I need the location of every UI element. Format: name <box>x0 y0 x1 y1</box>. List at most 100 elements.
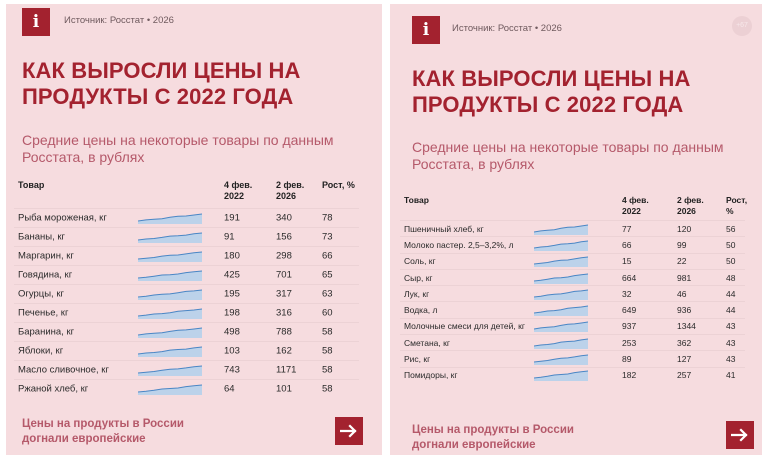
sparkline-area <box>534 257 588 268</box>
price-sparkline <box>138 270 202 281</box>
growth-percent: 78 <box>322 212 333 224</box>
table-row: Пшеничный хлеб, кг 77 120 56 <box>400 220 745 236</box>
price-2026: 788 <box>276 326 292 338</box>
growth-percent: 43 <box>726 321 736 332</box>
sparkline-area <box>534 355 588 366</box>
next-button[interactable] <box>335 417 363 445</box>
price-2022: 498 <box>224 326 240 338</box>
table-row: Ржаной хлеб, кг 64 101 58 <box>14 379 359 398</box>
source-label: Источник: Росстат • 2026 <box>64 15 174 26</box>
sparkline-area <box>138 309 202 319</box>
header-name: Товар <box>404 195 429 205</box>
price-2026: 1171 <box>276 364 297 376</box>
table-row: Водка, л 649 936 44 <box>400 301 745 317</box>
table-header: Товар 4 фев. 2022 2 фев. 2026 Рост, % <box>400 191 748 220</box>
growth-percent: 43 <box>726 354 736 365</box>
price-sparkline <box>534 240 588 251</box>
growth-percent: 50 <box>726 239 736 250</box>
price-sparkline <box>534 224 588 235</box>
sparkline-line <box>138 251 202 260</box>
sparkline-line <box>138 384 202 393</box>
price-2022: 64 <box>224 383 235 395</box>
growth-percent: 58 <box>322 364 333 376</box>
growth-percent: 56 <box>726 223 736 234</box>
sparkline-line <box>138 270 202 279</box>
product-name: Рис, кг <box>404 354 431 365</box>
header-date-2022: 4 фев. 2022 <box>224 180 253 201</box>
footer-link[interactable]: Цены на продукты в России догнали европе… <box>22 418 184 445</box>
sparkline-line <box>138 346 202 355</box>
counter-badge: +67 <box>732 16 752 36</box>
table-body: Рыба мороженая, кг 191 340 78 Бананы, кг 91 15… <box>14 208 359 398</box>
table-row: Масло сливочное, кг 743 1171 58 <box>14 360 359 379</box>
price-sparkline <box>138 365 202 376</box>
product-name: Молоко пастер. 2,5–3,2%, л <box>404 239 514 250</box>
table-row: Печенье, кг 198 316 60 <box>14 303 359 322</box>
table-row: Молоко пастер. 2,5–3,2%, л 66 99 50 <box>400 236 745 252</box>
sparkline-area <box>534 273 588 284</box>
price-sparkline <box>138 251 202 262</box>
price-2022: 66 <box>622 239 632 250</box>
table-row: Огурцы, кг 195 317 63 <box>14 284 359 303</box>
product-name: Сметана, кг <box>404 337 450 348</box>
price-2026: 101 <box>276 383 292 395</box>
table-row: Маргарин, кг 180 298 66 <box>14 246 359 265</box>
growth-percent: 73 <box>322 231 333 243</box>
price-table: Товар 4 фев. 2022 2 фев. 2026 Рост, % Пш… <box>400 191 748 383</box>
price-2022: 15 <box>622 256 632 267</box>
logo-icon: i <box>412 16 440 44</box>
price-table: Товар 4 фев. 2022 2 фев. 2026 Рост, % Ры… <box>14 176 359 398</box>
sparkline-line <box>138 232 202 241</box>
product-name: Огурцы, кг <box>18 288 64 300</box>
growth-percent: 66 <box>322 250 333 262</box>
growth-percent: 43 <box>726 337 736 348</box>
header-date-2026: 2 фев. 2026 <box>677 195 704 216</box>
growth-percent: 44 <box>726 288 736 299</box>
sparkline-line <box>534 273 588 282</box>
price-2026: 317 <box>276 288 292 300</box>
sparkline-area <box>138 328 202 338</box>
page-subtitle: Средние цены на некоторые товары по данн… <box>412 139 724 172</box>
sparkline-area <box>138 271 202 281</box>
footer-link[interactable]: Цены на продукты в России догнали европе… <box>412 424 574 451</box>
growth-percent: 65 <box>322 269 333 281</box>
header-growth: Рост, % <box>726 195 748 216</box>
table-row: Сыр, кг 664 981 48 <box>400 268 745 285</box>
sparkline-area <box>138 366 202 376</box>
header-date-2022: 4 фев. 2022 <box>622 195 649 216</box>
table-row: Молочные смеси для детей, кг 937 1344 43 <box>400 317 745 334</box>
price-2026: 701 <box>276 269 292 281</box>
arrow-right-icon <box>731 428 748 442</box>
growth-percent: 58 <box>322 383 333 395</box>
arrow-right-icon <box>340 424 357 438</box>
source-label: Источник: Росстат • 2026 <box>452 23 562 34</box>
sparkline-line <box>138 308 202 317</box>
price-2022: 91 <box>224 231 235 243</box>
product-name: Пшеничный хлеб, кг <box>404 223 484 234</box>
sparkline-line <box>534 224 588 233</box>
price-2026: 22 <box>677 256 687 267</box>
price-2026: 298 <box>276 250 292 262</box>
product-name: Масло сливочное, кг <box>18 364 109 376</box>
page-title: КАК ВЫРОСЛИ ЦЕНЫ НА ПРОДУКТЫ С 2022 ГОДА <box>412 66 691 117</box>
price-2022: 89 <box>622 354 632 365</box>
price-2022: 253 <box>622 337 637 348</box>
page-title: КАК ВЫРОСЛИ ЦЕНЫ НА ПРОДУКТЫ С 2022 ГОДА <box>22 58 301 109</box>
price-2022: 77 <box>622 223 632 234</box>
product-name: Баранина, кг <box>18 326 75 338</box>
table-row: Бананы, кг 91 156 73 <box>14 227 359 246</box>
table-row: Баранина, кг 498 788 58 <box>14 322 359 341</box>
price-2022: 195 <box>224 288 240 300</box>
growth-percent: 58 <box>322 345 333 357</box>
product-name: Лук, кг <box>404 288 430 299</box>
price-sparkline <box>534 354 588 366</box>
growth-percent: 44 <box>726 305 736 316</box>
price-sparkline <box>138 232 202 243</box>
price-sparkline <box>534 289 588 300</box>
sparkline-line <box>534 305 588 314</box>
next-button[interactable] <box>726 421 754 449</box>
price-2026: 1344 <box>677 321 696 332</box>
header-name: Товар <box>18 180 45 190</box>
product-name: Рыба мороженая, кг <box>18 212 107 224</box>
